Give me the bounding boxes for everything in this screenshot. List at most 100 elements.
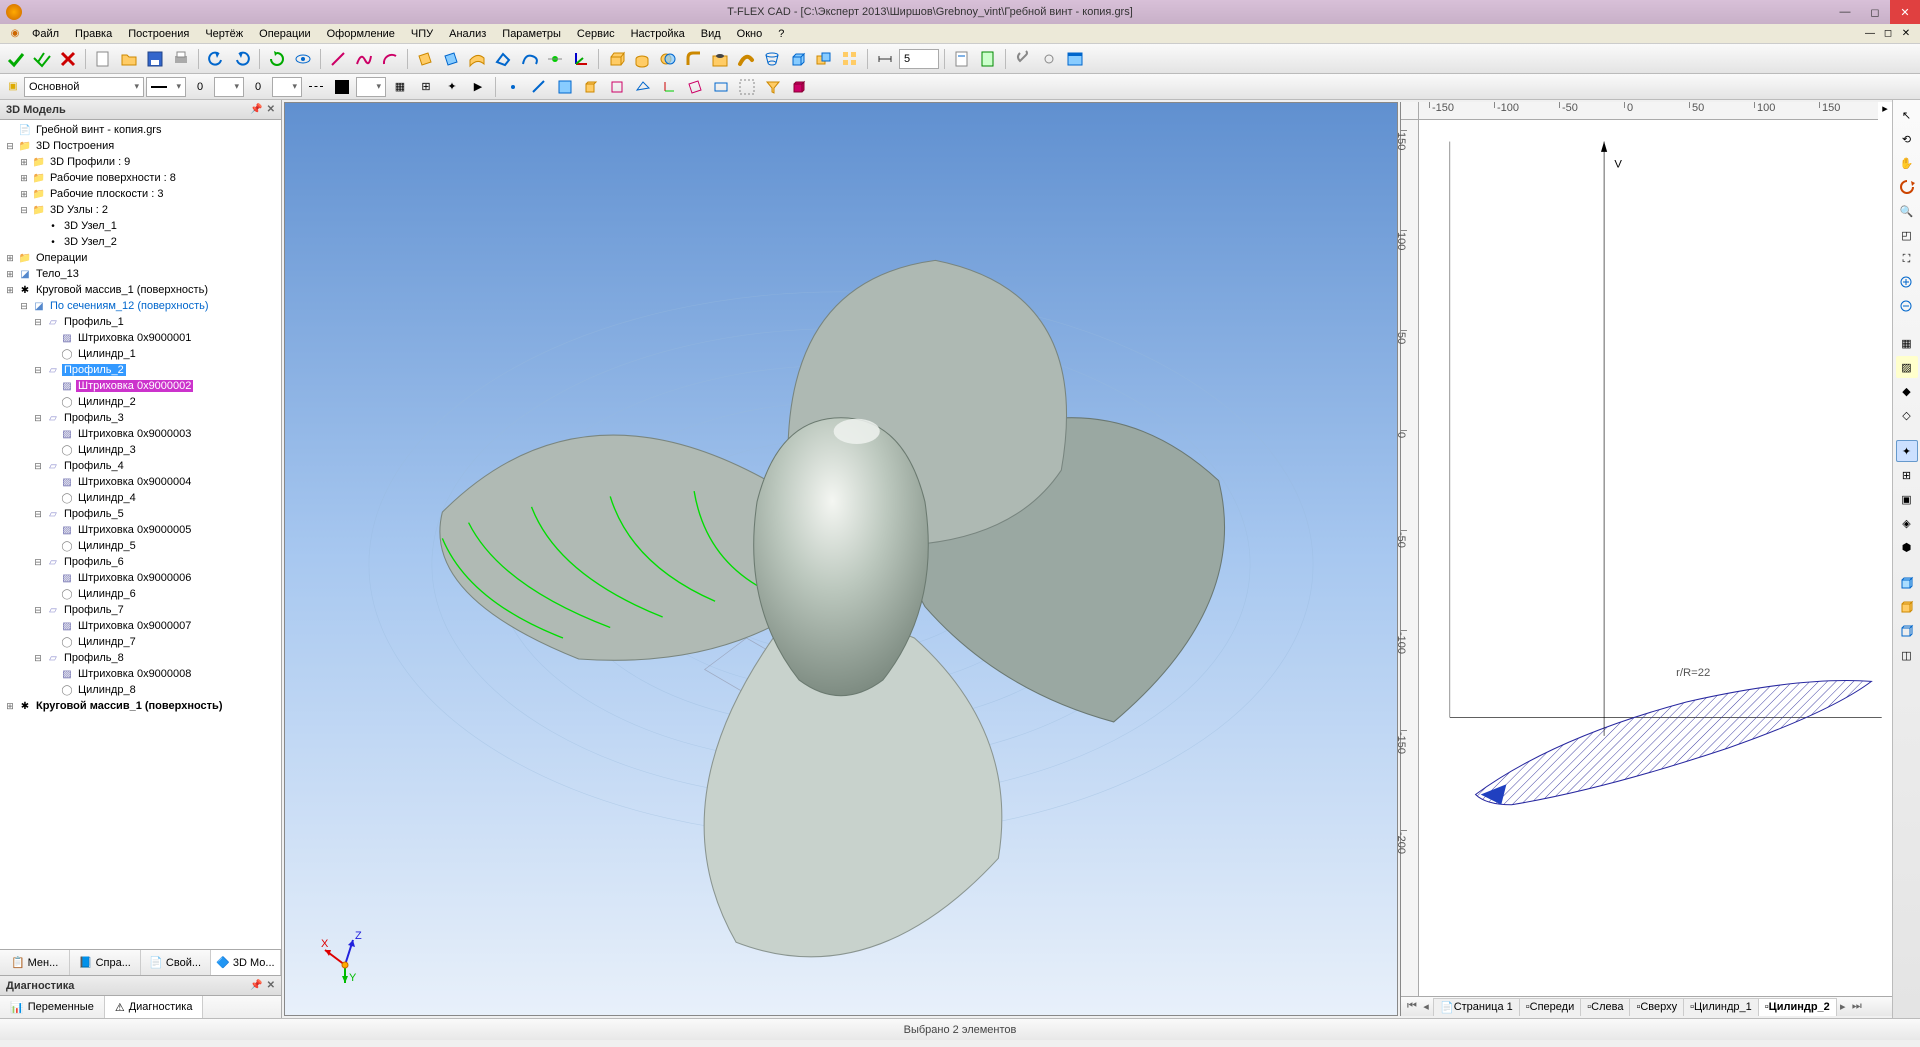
tb-cs[interactable] — [569, 47, 593, 71]
tb-attach[interactable] — [1011, 47, 1035, 71]
tb-sel-cs[interactable] — [657, 75, 681, 99]
tb-grid[interactable]: ▦ — [388, 75, 412, 99]
tb-link[interactable] — [1037, 47, 1061, 71]
tree-node[interactable]: ◯Цилиндр_7 — [0, 634, 281, 650]
tb-save[interactable] — [143, 47, 167, 71]
tb-node3d[interactable] — [543, 47, 567, 71]
tb-print[interactable] — [169, 47, 193, 71]
rb-rotate[interactable]: ⟲ — [1896, 128, 1918, 150]
menu-constructions[interactable]: Построения — [120, 28, 197, 40]
color-combo[interactable] — [356, 77, 386, 97]
rb-mode2[interactable]: ⊞ — [1896, 464, 1918, 486]
rb-view2[interactable]: ▨ — [1896, 356, 1918, 378]
tab-3dmodel[interactable]: 🔷3D Мо... — [211, 950, 281, 975]
tb-ltype2[interactable] — [330, 75, 354, 99]
menu-drawing[interactable]: Чертёж — [197, 28, 251, 40]
tb-loft[interactable] — [760, 47, 784, 71]
tree-node[interactable]: ▨Штриховка 0x9000003 — [0, 426, 281, 442]
rb-pan[interactable]: ✋ — [1896, 152, 1918, 174]
minimize-button[interactable]: — — [1830, 0, 1860, 24]
v2-nav-prev[interactable]: ◂ — [1419, 1000, 1433, 1013]
tb-new[interactable] — [91, 47, 115, 71]
tree-node[interactable]: ⊟▱Профиль_4 — [0, 458, 281, 474]
v2tab-front[interactable]: ▫Спереди — [1519, 998, 1581, 1016]
menu-analysis[interactable]: Анализ — [441, 28, 494, 40]
tb-filter[interactable] — [761, 75, 785, 99]
tree-node[interactable]: ▨Штриховка 0x9000004 — [0, 474, 281, 490]
rb-select[interactable]: ↖ — [1896, 104, 1918, 126]
tb-window[interactable] — [1063, 47, 1087, 71]
dim-combo[interactable] — [272, 77, 302, 97]
tb-doc1[interactable] — [950, 47, 974, 71]
v2tab-top[interactable]: ▫Сверху — [1629, 998, 1684, 1016]
menu-design[interactable]: Оформление — [319, 28, 403, 40]
tb-sweep[interactable] — [734, 47, 758, 71]
tb-approve-all[interactable] — [30, 47, 54, 71]
tb-dim[interactable]: 0 — [246, 75, 270, 99]
panel-close[interactable]: ✕ — [267, 104, 275, 115]
tb-boolean[interactable] — [656, 47, 680, 71]
tree-node[interactable]: ⊟▱Профиль_8 — [0, 650, 281, 666]
tb-cancel[interactable] — [56, 47, 80, 71]
tree-node[interactable]: ⊟▱Профиль_1 — [0, 314, 281, 330]
rb-mode4[interactable]: ◈ — [1896, 512, 1918, 534]
menu-view[interactable]: Вид — [693, 28, 729, 40]
tree-node[interactable]: ◯Цилиндр_4 — [0, 490, 281, 506]
tb-cube[interactable] — [787, 75, 811, 99]
tb-redo[interactable] — [230, 47, 254, 71]
tb-sel-plane[interactable] — [683, 75, 707, 99]
tree-node[interactable]: ⊟📁3D Узлы : 2 — [0, 202, 281, 218]
tb-spline[interactable] — [352, 47, 376, 71]
tree-node[interactable]: ◯Цилиндр_6 — [0, 586, 281, 602]
diag-tab-diag[interactable]: ⚠Диагностика — [105, 996, 204, 1018]
tb-hole[interactable] — [708, 47, 732, 71]
mdi-minimize[interactable]: — — [1862, 27, 1878, 41]
mdi-restore[interactable]: ◻ — [1880, 27, 1896, 41]
rb-view4[interactable]: ◇ — [1896, 404, 1918, 426]
rb-section[interactable]: ◫ — [1896, 644, 1918, 666]
tree-node[interactable]: •3D Узел_1 — [0, 218, 281, 234]
tb-undo[interactable] — [204, 47, 228, 71]
diag-pin[interactable]: 📌 — [250, 980, 262, 991]
rb-zoomout[interactable] — [1896, 296, 1918, 318]
v2tab-left[interactable]: ▫Слева — [1580, 998, 1630, 1016]
tb-refresh[interactable] — [265, 47, 289, 71]
2d-canvas[interactable]: V r/R=22 — [1419, 120, 1892, 996]
tree-node[interactable]: ⊟📁3D Построения — [0, 138, 281, 154]
v2-nav-last[interactable]: ⏭ — [1850, 1000, 1864, 1013]
mdi-close[interactable]: ✕ — [1898, 27, 1914, 41]
rb-zoomwin[interactable]: ◰ — [1896, 224, 1918, 246]
rb-mode5[interactable]: ⬢ — [1896, 536, 1918, 558]
tb-arc[interactable] — [378, 47, 402, 71]
menu-help[interactable]: ? — [770, 28, 792, 40]
tree-node[interactable]: ◯Цилиндр_5 — [0, 538, 281, 554]
rb-mode3[interactable]: ▣ — [1896, 488, 1918, 510]
tb-sel-op[interactable] — [605, 75, 629, 99]
rb-zoom[interactable]: 🔍 — [1896, 200, 1918, 222]
v2tab-cyl1[interactable]: ▫Цилиндр_1 — [1683, 998, 1759, 1016]
tb-scale[interactable]: 0 — [188, 75, 212, 99]
tree-node[interactable]: ▨Штриховка 0x9000006 — [0, 570, 281, 586]
tree-node[interactable]: ⊟▱Профиль_5 — [0, 506, 281, 522]
tb-run[interactable]: ▶ — [466, 75, 490, 99]
menu-cnc[interactable]: ЧПУ — [403, 28, 441, 40]
panel-pin[interactable]: 📌 — [250, 104, 262, 115]
tb-precision-input[interactable] — [899, 49, 939, 69]
menu-file[interactable]: Файл — [24, 28, 67, 40]
tree-node[interactable]: ⊞📁Рабочие поверхности : 8 — [0, 170, 281, 186]
tb-snap[interactable]: ⊞ — [414, 75, 438, 99]
scale-combo[interactable] — [214, 77, 244, 97]
tb-array[interactable] — [838, 47, 862, 71]
diag-close[interactable]: ✕ — [267, 980, 275, 991]
close-button[interactable]: ✕ — [1890, 0, 1920, 24]
ruler-h-scroll[interactable]: ▸ — [1878, 102, 1892, 120]
tb-sel-vertex[interactable] — [501, 75, 525, 99]
v2tab-page1[interactable]: 📄Страница 1 — [1433, 998, 1520, 1016]
tb-ltype1[interactable] — [304, 75, 328, 99]
rb-mode-active[interactable]: ✦ — [1896, 440, 1918, 462]
tb-box[interactable] — [786, 47, 810, 71]
layer-combo[interactable]: Основной — [24, 77, 144, 97]
tb-eye[interactable] — [291, 47, 315, 71]
tree-node[interactable]: ◯Цилиндр_1 — [0, 346, 281, 362]
tb-plane1[interactable] — [413, 47, 437, 71]
